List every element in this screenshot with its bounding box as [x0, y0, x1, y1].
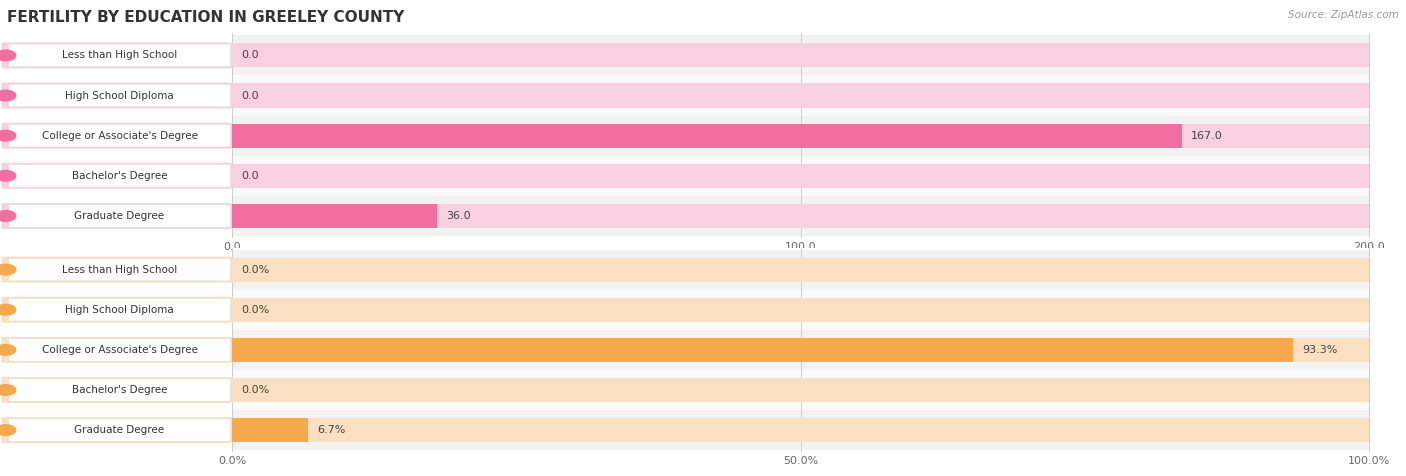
Bar — [232, 258, 1369, 282]
Text: Source: ZipAtlas.com: Source: ZipAtlas.com — [1288, 10, 1399, 20]
Bar — [232, 338, 1369, 362]
Bar — [232, 378, 1369, 402]
Bar — [232, 330, 1369, 370]
Bar — [232, 76, 1369, 116]
Text: 0.0%: 0.0% — [240, 265, 270, 275]
Bar — [232, 116, 1369, 156]
Text: 93.3%: 93.3% — [1302, 345, 1337, 355]
Text: 0.0%: 0.0% — [240, 385, 270, 395]
Bar — [232, 410, 1369, 450]
Bar — [232, 298, 1369, 322]
Text: High School Diploma: High School Diploma — [65, 305, 174, 315]
Bar — [232, 43, 1369, 68]
Bar — [232, 204, 1369, 228]
Text: College or Associate's Degree: College or Associate's Degree — [42, 345, 197, 355]
Text: 0.0%: 0.0% — [240, 305, 270, 315]
Bar — [232, 338, 1294, 362]
Bar — [232, 35, 1369, 76]
Text: 0.0: 0.0 — [240, 90, 259, 100]
Bar — [232, 204, 437, 228]
Text: High School Diploma: High School Diploma — [65, 90, 174, 100]
Text: College or Associate's Degree: College or Associate's Degree — [42, 130, 197, 141]
Bar — [232, 164, 1369, 188]
Text: 167.0: 167.0 — [1191, 130, 1222, 141]
Text: Less than High School: Less than High School — [62, 265, 177, 275]
Text: Bachelor's Degree: Bachelor's Degree — [72, 385, 167, 395]
Bar — [232, 418, 308, 442]
Bar — [232, 124, 1369, 148]
Bar — [232, 156, 1369, 196]
Text: FERTILITY BY EDUCATION IN GREELEY COUNTY: FERTILITY BY EDUCATION IN GREELEY COUNTY — [7, 10, 405, 25]
Bar — [232, 418, 1369, 442]
Text: 0.0: 0.0 — [240, 171, 259, 181]
Bar — [232, 83, 1369, 108]
Text: 0.0: 0.0 — [240, 50, 259, 60]
Text: 36.0: 36.0 — [446, 211, 471, 221]
Bar — [232, 249, 1369, 290]
Text: Graduate Degree: Graduate Degree — [75, 211, 165, 221]
Bar — [232, 290, 1369, 330]
Text: 6.7%: 6.7% — [318, 425, 346, 435]
Bar — [232, 370, 1369, 410]
Text: Bachelor's Degree: Bachelor's Degree — [72, 171, 167, 181]
Text: Graduate Degree: Graduate Degree — [75, 425, 165, 435]
Bar — [232, 124, 1181, 148]
Bar — [232, 196, 1369, 236]
Text: Less than High School: Less than High School — [62, 50, 177, 60]
